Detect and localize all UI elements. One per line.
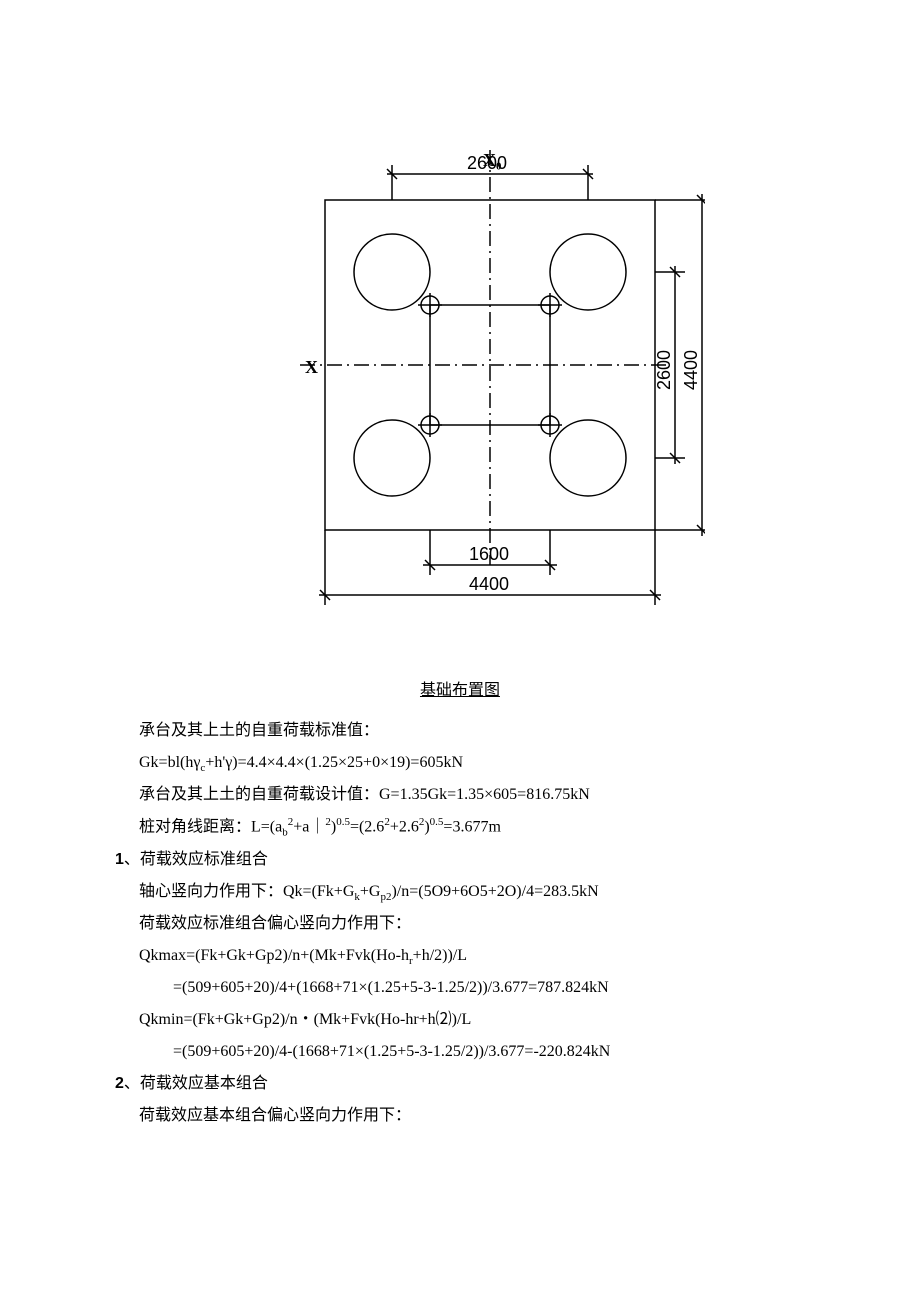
dim-bottom-outer: 4400 [469,574,509,594]
text-line-11: 荷载效应基本组合偏心竖向力作用下： [139,1100,805,1132]
foundation-diagram-container: 2600 X X₀ 1600 4400 2600 4400 [115,140,805,670]
text-line-1: 承台及其上土的自重荷载标准值： [139,715,805,747]
text-line-10: =(509+605+20)/4-(1668+71×(1.25+5-3-1.25/… [173,1036,805,1068]
l5a: 轴心竖向力作用下：Qk=(Fk+G [139,883,354,900]
axis-x-top: X₀ [483,150,501,170]
l4d: =(2.6 [350,819,384,836]
h2-num: 2 [115,1075,124,1092]
l5c: )/n=(5O9+6O5+2O)/4=283.5kN [391,883,598,900]
l4g: =3.677m [443,819,500,836]
l2b: +h'γ)=4.4×4.4×(1.25×25+0×19)=605kN [205,754,463,771]
l4e: +2.6 [390,819,419,836]
l4b: +a｜ [293,819,325,836]
text-line-6: 荷载效应标准组合偏心竖向力作用下： [139,908,805,940]
l7b: +h/2))/L [413,947,467,964]
sup-05-2: 0.5 [430,816,444,828]
sup-05-1: 0.5 [336,816,350,828]
l2a: Gk=bl(hγ [139,754,200,771]
dim-right-inner: 2600 [654,350,674,390]
text-line-5: 轴心竖向力作用下：Qk=(Fk+Gk+Gp2)/n=(5O9+6O5+2O)/4… [139,876,805,908]
axis-x-left: X [305,357,318,377]
sub-p2: p2 [380,891,391,903]
diagram-caption: 基础布置图 [115,675,805,707]
h1-txt: 、荷载效应标准组合 [124,851,268,868]
sub-b: b [282,827,288,839]
text-line-3: 承台及其上土的自重荷载设计值：G=1.35Gk=1.35×605=816.75k… [139,779,805,811]
h2-txt: 、荷载效应基本组合 [124,1075,268,1092]
text-line-7: Qkmax=(Fk+Gk+Gp2)/n+(Mk+Fvk(Ho-hr+h/2))/… [139,940,805,972]
text-line-8: =(509+605+20)/4+(1668+71×(1.25+5-3-1.25/… [173,972,805,1004]
text-line-4: 桩对角线距离：L=(ab2+a｜2)0.5=(2.62+2.62)0.5=3.6… [139,811,805,844]
foundation-layout-diagram: 2600 X X₀ 1600 4400 2600 4400 [215,140,705,670]
h1-num: 1 [115,851,124,868]
heading-2: 2、荷载效应基本组合 [115,1068,805,1100]
text-line-9: Qkmin=(Fk+Gk+Gp2)/n・(Mk+Fvk(Ho-hr+h⑵)/L [139,1004,805,1036]
text-line-2: Gk=bl(hγc+h'γ)=4.4×4.4×(1.25×25+0×19)=60… [139,747,805,779]
dim-right-outer: 4400 [681,350,701,390]
dim-bottom-inner: 1600 [469,544,509,564]
l4a: 桩对角线距离：L=(a [139,819,282,836]
l5b: +G [360,883,381,900]
l7a: Qkmax=(Fk+Gk+Gp2)/n+(Mk+Fvk(Ho-h [139,947,409,964]
heading-1: 1、荷载效应标准组合 [115,844,805,876]
